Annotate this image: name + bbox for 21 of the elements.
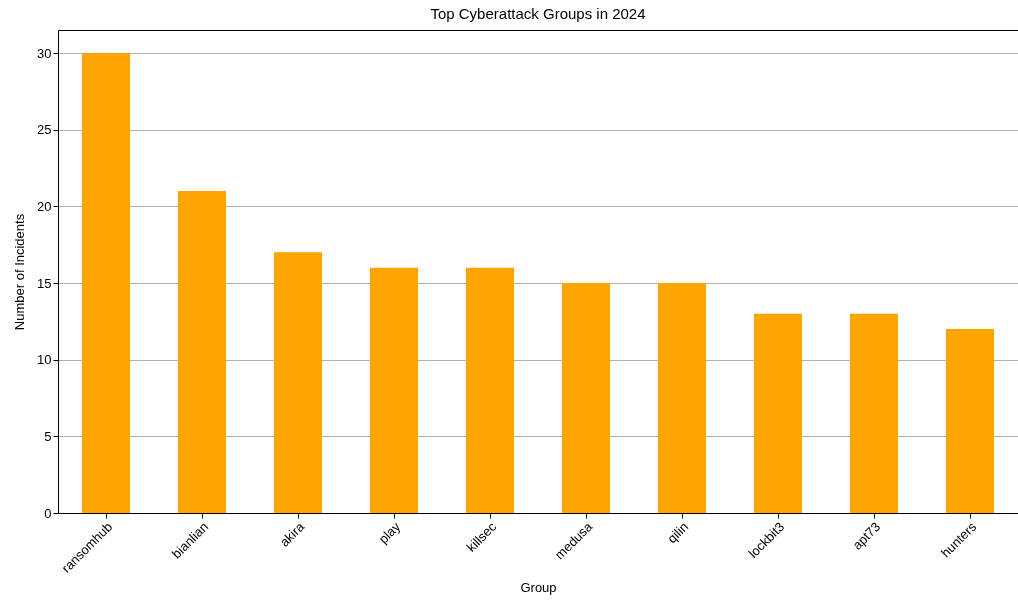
bar (82, 53, 130, 513)
x-axis-title: Group (520, 579, 557, 595)
y-axis-title: Number of Incidents (12, 213, 28, 331)
y-tick-label: 0 (44, 505, 52, 521)
bar (178, 191, 226, 513)
y-tick-label: 5 (44, 428, 52, 444)
y-tick-label: 10 (37, 352, 52, 368)
y-tick-label: 20 (37, 198, 52, 214)
chart-title: Top Cyberattack Groups in 2024 (430, 5, 646, 22)
bar (562, 283, 610, 513)
bar (658, 283, 706, 513)
bar (370, 267, 418, 513)
y-tick-label: 30 (37, 45, 52, 61)
x-tick-label: qilin (664, 519, 692, 547)
bar (850, 313, 898, 513)
bar (754, 313, 802, 513)
y-tick-label: 25 (37, 122, 52, 138)
bar (466, 267, 514, 513)
bar (274, 252, 322, 513)
bar (946, 329, 994, 513)
y-tick-label: 15 (37, 275, 52, 291)
